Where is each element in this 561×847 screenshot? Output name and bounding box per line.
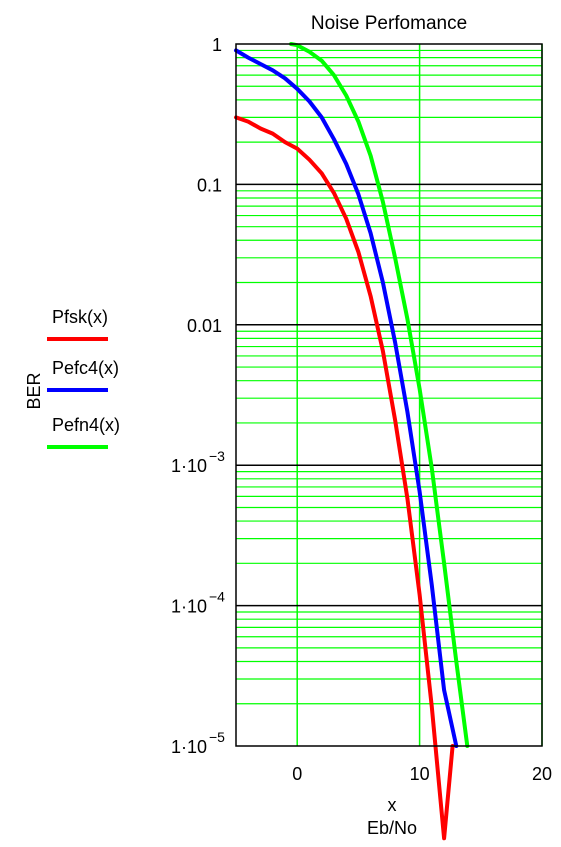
x-axis-label: x (388, 795, 397, 815)
chart-title: Noise Perfomance (311, 13, 467, 34)
grid-lines (236, 44, 543, 746)
y-tick-label: 0.01 (187, 316, 222, 336)
legend-label: Pefc4(x) (52, 358, 119, 378)
x-tick-label: 20 (532, 764, 552, 784)
y-tick-label: 1·10 (171, 456, 207, 476)
x-axis-sublabel: Eb/No (367, 818, 417, 838)
y-axis-label: BER (24, 372, 44, 409)
legend-label: Pfsk(x) (52, 307, 108, 327)
y-tick-label: 1 (212, 35, 222, 55)
x-tick-label: 0 (292, 764, 302, 784)
legend-label: Pefn4(x) (52, 415, 120, 435)
series-line-2 (234, 48, 459, 748)
y-tick-exponent: −4 (209, 589, 225, 605)
legend: Pfsk(x) Pefc4(x) Pefn4(x) (47, 307, 120, 449)
plot-frame (235, 43, 543, 747)
series-line-3 (289, 42, 470, 748)
curves (234, 42, 470, 841)
y-tick-labels: 10.10.011·10 −31·10 −41·10 −5 (171, 35, 225, 757)
series-line-1 (234, 115, 455, 841)
x-tick-labels: 0 10 20 (292, 764, 552, 784)
y-tick-label: 0.1 (197, 175, 222, 195)
y-tick-exponent: −3 (209, 448, 225, 464)
y-tick-label: 1·10 (171, 597, 207, 617)
y-tick-label: 1·10 (171, 737, 207, 757)
x-tick-label: 10 (410, 764, 430, 784)
y-tick-exponent: −5 (209, 729, 225, 745)
